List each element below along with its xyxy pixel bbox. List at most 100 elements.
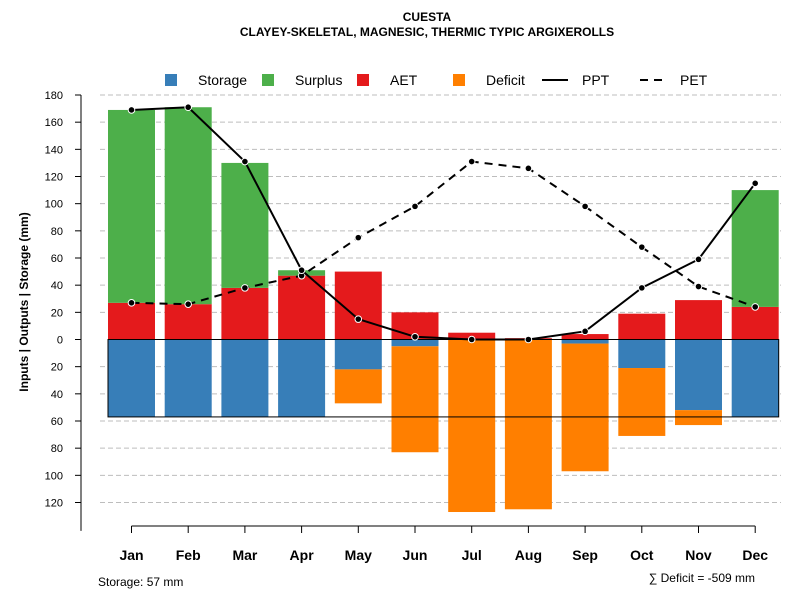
y-tick-label: 180 [45, 90, 63, 102]
bar-storage [618, 339, 666, 369]
x-tick-label: Jul [462, 547, 482, 563]
x-tick-label: Mar [232, 547, 257, 563]
x-tick-label: Feb [176, 547, 201, 563]
storage-frame [107, 339, 780, 418]
x-tick-label: Apr [290, 547, 315, 563]
chart-title: CUESTA [403, 10, 452, 24]
bar-aet [164, 304, 212, 340]
bar-storage [108, 339, 155, 417]
bar-aet [731, 306, 779, 340]
legend-label-ppt: PPT [582, 72, 610, 88]
legend-label-aet: AET [390, 72, 418, 88]
bar-deficit [334, 369, 382, 404]
bar-aet [618, 313, 666, 340]
y-tick-label: 160 [45, 117, 63, 129]
x-tick-label: Jun [403, 547, 428, 563]
grid-lines [100, 94, 781, 503]
bar-storage [221, 339, 269, 417]
bar-aet [561, 334, 609, 340]
x-axis: Jan Feb Mar Apr May Jun Jul Aug Sep Oct Nov Dec [119, 525, 768, 563]
bar-aet [221, 287, 269, 340]
y-tick-label: 40 [51, 280, 63, 292]
legend-swatch-aet [357, 74, 369, 86]
point-pet [751, 303, 760, 311]
point-pet [581, 202, 589, 211]
y-tick-label: 80 [51, 226, 63, 238]
point-pet [524, 164, 533, 173]
point-pet [467, 157, 476, 166]
y-tick-label: 120 [45, 497, 63, 509]
bar-surplus [731, 190, 779, 307]
point-ppt [694, 255, 703, 264]
y-tick-label: 100 [45, 470, 63, 482]
legend-label-storage: Storage [198, 72, 247, 88]
y-tick-label: 20 [51, 307, 63, 319]
bar-deficit [675, 410, 722, 426]
legend-swatch-deficit [453, 74, 465, 86]
bar-storage [334, 339, 382, 370]
point-ppt [467, 335, 476, 344]
legend: Storage Surplus AET Deficit PPT PET [165, 72, 708, 88]
x-tick-label: Nov [685, 547, 712, 563]
x-tick-label: Oct [630, 547, 654, 563]
point-pet [638, 243, 646, 251]
point-ppt [411, 332, 419, 341]
deficit-note: ∑ Deficit = -509 mm [649, 571, 755, 585]
chart-subtitle: CLAYEY-SKELETAL, MAGNESIC, THERMIC TYPIC… [240, 25, 614, 39]
bar-deficit [391, 346, 439, 453]
bars [108, 107, 779, 513]
y-tick-label: 60 [51, 253, 63, 265]
point-ppt [297, 266, 306, 275]
point-pet [241, 284, 249, 292]
point-ppt [127, 106, 136, 114]
point-pet [354, 233, 363, 242]
bar-storage [164, 339, 212, 417]
point-ppt [581, 327, 589, 336]
bar-storage [391, 339, 439, 347]
point-ppt [638, 284, 646, 292]
legend-label-surplus: Surplus [295, 72, 342, 88]
point-ppt [524, 335, 533, 344]
x-tick-label: Aug [515, 547, 542, 563]
series-lines [127, 103, 760, 344]
y-axis: 180 160 140 120 100 80 60 40 20 0 20 40 60 80 100 120 [45, 90, 82, 531]
bar-storage [675, 339, 722, 411]
bar-storage [278, 339, 326, 417]
bar-aet [278, 275, 326, 340]
legend-label-deficit: Deficit [486, 72, 525, 88]
storage-capacity-box [107, 339, 780, 418]
bar-surplus [108, 109, 155, 303]
storage-note: Storage: 57 mm [98, 575, 183, 589]
y-tick-label: 100 [45, 199, 63, 211]
y-tick-label: 120 [45, 172, 63, 184]
y-tick-label: 0 [57, 335, 63, 347]
legend-swatch-storage [165, 74, 177, 86]
legend-label-pet: PET [680, 72, 708, 88]
y-tick-label: 40 [51, 389, 63, 401]
bar-deficit [448, 339, 496, 513]
bar-storage [561, 339, 609, 344]
y-axis-label: Inputs | Outputs | Storage (mm) [17, 212, 31, 391]
y-tick-label: 60 [51, 416, 63, 428]
x-tick-label: Jan [119, 547, 143, 563]
point-ppt [354, 315, 363, 323]
point-ppt [184, 103, 192, 112]
x-tick-label: May [345, 547, 372, 563]
bar-surplus [164, 107, 212, 305]
y-tick-label: 80 [51, 443, 63, 455]
bar-deficit [561, 343, 609, 472]
point-pet [184, 300, 192, 308]
line-pet [131, 160, 756, 308]
bar-aet [675, 300, 722, 340]
point-pet [127, 299, 136, 307]
x-tick-label: Sep [572, 547, 598, 563]
legend-swatch-surplus [262, 74, 274, 86]
y-tick-label: 20 [51, 362, 63, 374]
y-tick-label: 140 [45, 144, 63, 156]
bar-deficit [504, 339, 552, 510]
point-pet [411, 202, 419, 211]
bar-storage [731, 339, 779, 417]
point-ppt [751, 179, 760, 188]
bar-surplus [221, 162, 269, 288]
